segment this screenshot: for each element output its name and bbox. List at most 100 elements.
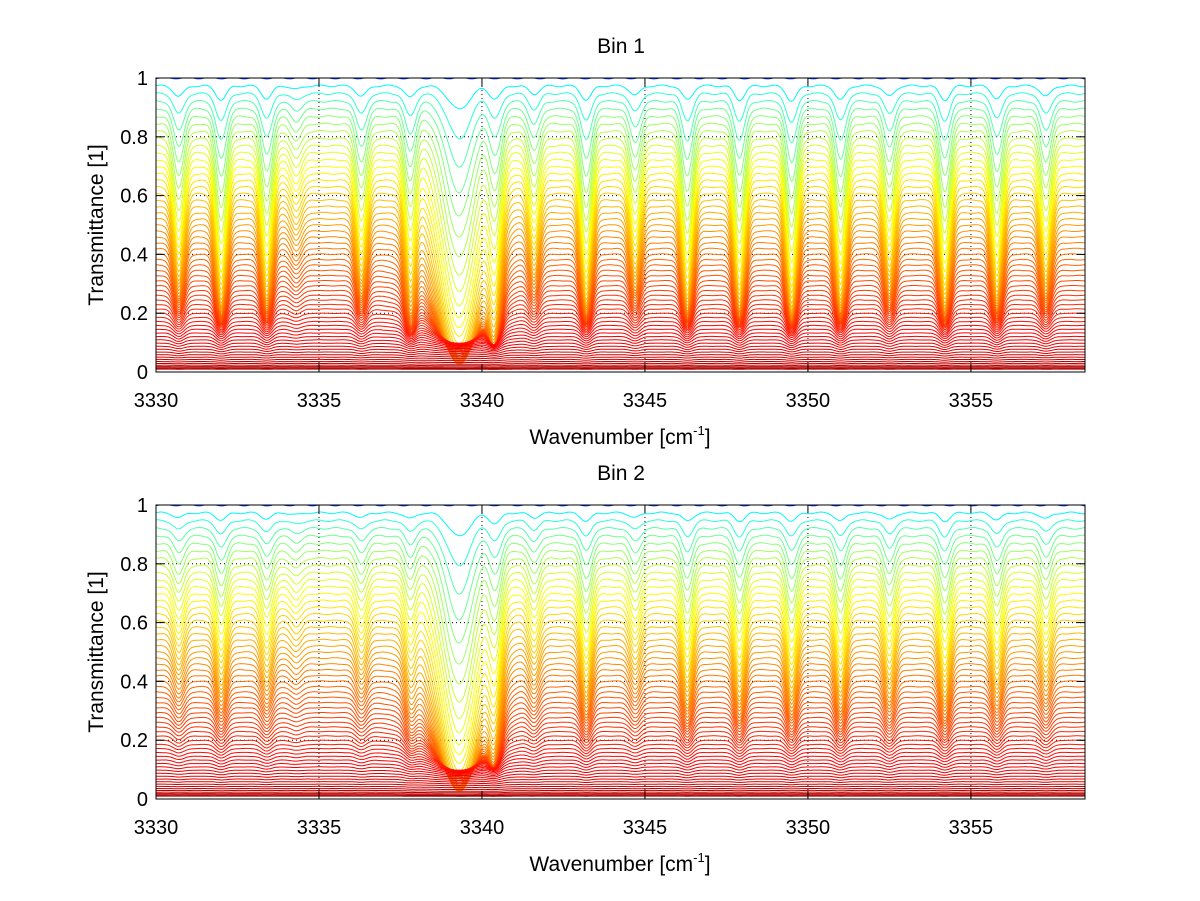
panel-1-series-53 (156, 358, 1085, 362)
panel-2-series-10 (155, 571, 1086, 720)
panel-2-series-14 (155, 599, 1085, 764)
panel-2-series-7 (155, 549, 1086, 665)
panel-1-series-8 (155, 129, 1086, 258)
panel-1-series (155, 77, 1086, 370)
panel-2-series-26 (155, 674, 1086, 788)
panel-1-series-22 (156, 224, 1086, 365)
panel-1-series-11 (155, 151, 1085, 307)
panel-1-xtick-label-1: 3335 (297, 390, 342, 412)
panel-2-title: Bin 2 (597, 462, 645, 485)
panel-2-series-5 (155, 534, 1086, 621)
panel-1-xlabel-main: Wavenumber [cm (529, 426, 693, 449)
panel-2-ytick-label-2: 0.4 (120, 671, 148, 693)
panel-1-xtick-label-3: 3345 (623, 390, 668, 412)
panel-2-series-15 (155, 606, 1086, 772)
panel-2-ticks: 3330 3335 3340 3345 3350 3355 0 0.2 0.4 0.6 0.8 1 (120, 495, 1085, 839)
panel-2-xtick-label-0: 3330 (134, 817, 179, 839)
panel-2-series-23 (155, 657, 1086, 792)
panel-1-series-10 (155, 144, 1086, 293)
panel-2-series-27 (155, 680, 1085, 786)
panel-2-series-2 (155, 511, 1086, 537)
panel-2-series-28 (156, 685, 1086, 785)
panel-bin-2: Bin 2 3330 3335 3340 3345 3350 3355 0 0.2 0.4 0.6… (85, 462, 1086, 876)
panel-2-series-22 (156, 651, 1086, 792)
panel-1-series-7 (155, 122, 1086, 238)
panel-2-series-20 (155, 638, 1085, 791)
panel-1-series-35 (156, 294, 1086, 347)
panel-1-xtick-label-0: 3330 (134, 390, 179, 412)
panel-2-series-57 (156, 793, 1085, 795)
panel-2-series-44 (156, 759, 1085, 774)
panel-1-series-15 (155, 179, 1086, 345)
panel-2-ytick-label-3: 0.6 (120, 613, 148, 635)
panel-2-series-11 (155, 578, 1085, 734)
panel-2-series-40 (156, 743, 1085, 771)
panel-1-xtick-label-5: 3355 (949, 390, 994, 412)
panel-1-series-45 (156, 335, 1085, 349)
panel-1-series-6 (155, 115, 1086, 217)
panel-2-xtick-label-3: 3345 (623, 817, 668, 839)
panel-2-ytick-label-1: 0.2 (120, 730, 148, 752)
panel-1-axes-box (155, 77, 1086, 373)
panel-2-series-48 (155, 772, 1085, 780)
panel-1-series-42 (155, 324, 1085, 346)
panel-2-series-38 (156, 735, 1086, 771)
panel-1-title: Bin 1 (597, 35, 645, 58)
panel-1-series-14 (155, 172, 1085, 337)
panel-1-series-43 (156, 328, 1085, 347)
panel-1-series-30 (155, 269, 1085, 354)
panel-1-xlabel: Wavenumber [cm-1] (529, 423, 710, 449)
panel-1-series-34 (156, 289, 1086, 348)
panel-2-series-46 (156, 766, 1085, 777)
panel-1-series-32 (155, 279, 1085, 351)
panel-1-series-50 (156, 351, 1086, 356)
panel-1-xtick-label-2: 3340 (460, 390, 505, 412)
panel-2-series-29 (155, 691, 1085, 783)
panel-1-series-44 (156, 332, 1085, 348)
panel-1-series-12 (155, 158, 1086, 319)
panel-1-series-21 (155, 217, 1086, 365)
panel-2-xlabel-tail: ] (705, 853, 711, 876)
panel-2-ylabel: Transmittance [1] (85, 571, 108, 732)
panel-2-series-24 (155, 663, 1086, 791)
panel-1-series-46 (156, 339, 1085, 350)
panel-2-series-3 (156, 519, 1086, 567)
panel-1-series-18 (155, 199, 1086, 360)
panel-2-series (155, 504, 1086, 797)
panel-2-ytick-label-5: 1 (137, 495, 148, 517)
panel-2-xlabel: Wavenumber [cm-1] (529, 850, 710, 876)
panel-2-series-32 (155, 707, 1085, 778)
panel-2-series-4 (155, 526, 1086, 595)
panel-1-series-31 (156, 274, 1086, 352)
panel-2-ytick-label-4: 0.8 (120, 554, 148, 576)
panel-1-series-56 (155, 364, 1085, 367)
panel-2-series-42 (155, 751, 1085, 772)
panel-2-series-12 (155, 585, 1086, 746)
panel-2-series-54 (156, 788, 1085, 791)
panel-1-series-20 (155, 211, 1085, 364)
panel-2-series-56 (155, 791, 1085, 794)
panel-1-series-36 (155, 299, 1085, 346)
panel-1-ytick-label-1: 0.2 (120, 303, 148, 325)
panel-1-series-39 (155, 312, 1085, 346)
panel-1-series-16 (156, 185, 1086, 352)
panel-1-series-19 (156, 205, 1086, 362)
panel-1-series-51 (156, 354, 1085, 358)
panel-2-xlabel-sup: -1 (693, 850, 705, 865)
panel-2-series-55 (155, 789, 1085, 792)
panel-2-xtick-label-5: 3355 (949, 817, 994, 839)
panel-2-series-16 (156, 612, 1086, 779)
panel-2-series-36 (156, 726, 1085, 773)
panel-1-ytick-label-0: 0 (137, 362, 148, 384)
panel-2-series-8 (155, 556, 1086, 685)
panel-2-series-45 (156, 762, 1085, 775)
panel-1-series-24 (155, 236, 1086, 364)
panel-1-series-47 (156, 342, 1085, 352)
panel-1-series-33 (155, 284, 1085, 349)
panel-1-ytick-label-3: 0.6 (120, 186, 148, 208)
panel-1-ylabel: Transmittance [1] (85, 144, 108, 305)
panel-1-ticks: 3330 3335 3340 3345 3350 3355 0 0.2 0.4 0.6 0.8 1 (120, 68, 1085, 412)
panel-2-series-31 (156, 701, 1086, 779)
panel-1-series-17 (155, 192, 1085, 357)
